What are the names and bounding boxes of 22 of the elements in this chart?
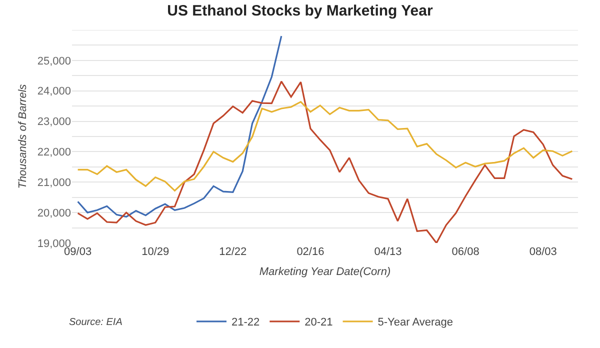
x-tick-label: 12/22 bbox=[219, 246, 247, 258]
legend-label: 21-22 bbox=[232, 316, 260, 329]
y-tick-label: 21,000 bbox=[37, 176, 71, 189]
line-series bbox=[77, 35, 282, 218]
x-tick-label: 04/13 bbox=[374, 246, 402, 258]
x-tick-label: 06/08 bbox=[452, 246, 480, 258]
y-tick-label: 22,000 bbox=[37, 146, 71, 159]
legend-label: 20-21 bbox=[304, 316, 333, 329]
x-tick-label: 02/16 bbox=[296, 246, 324, 258]
source-note: Source: EIA bbox=[69, 317, 123, 328]
legend-label: 5-Year Average bbox=[378, 316, 454, 329]
x-tick-label: 10/29 bbox=[142, 246, 170, 258]
y-axis-title: Thousands of Barrels bbox=[16, 84, 29, 189]
y-tick-label: 23,000 bbox=[37, 116, 71, 128]
y-tick-label: 25,000 bbox=[37, 55, 71, 68]
line-series bbox=[77, 101, 573, 192]
line-series bbox=[77, 80, 573, 243]
x-axis-title: Marketing Year Date(Corn) bbox=[259, 266, 391, 278]
y-tick-label: 24,000 bbox=[37, 86, 71, 98]
y-tick-label: 20,000 bbox=[37, 207, 71, 220]
chart-title: US Ethanol Stocks by Marketing Year bbox=[167, 2, 433, 20]
x-tick-label: 08/03 bbox=[529, 246, 557, 258]
